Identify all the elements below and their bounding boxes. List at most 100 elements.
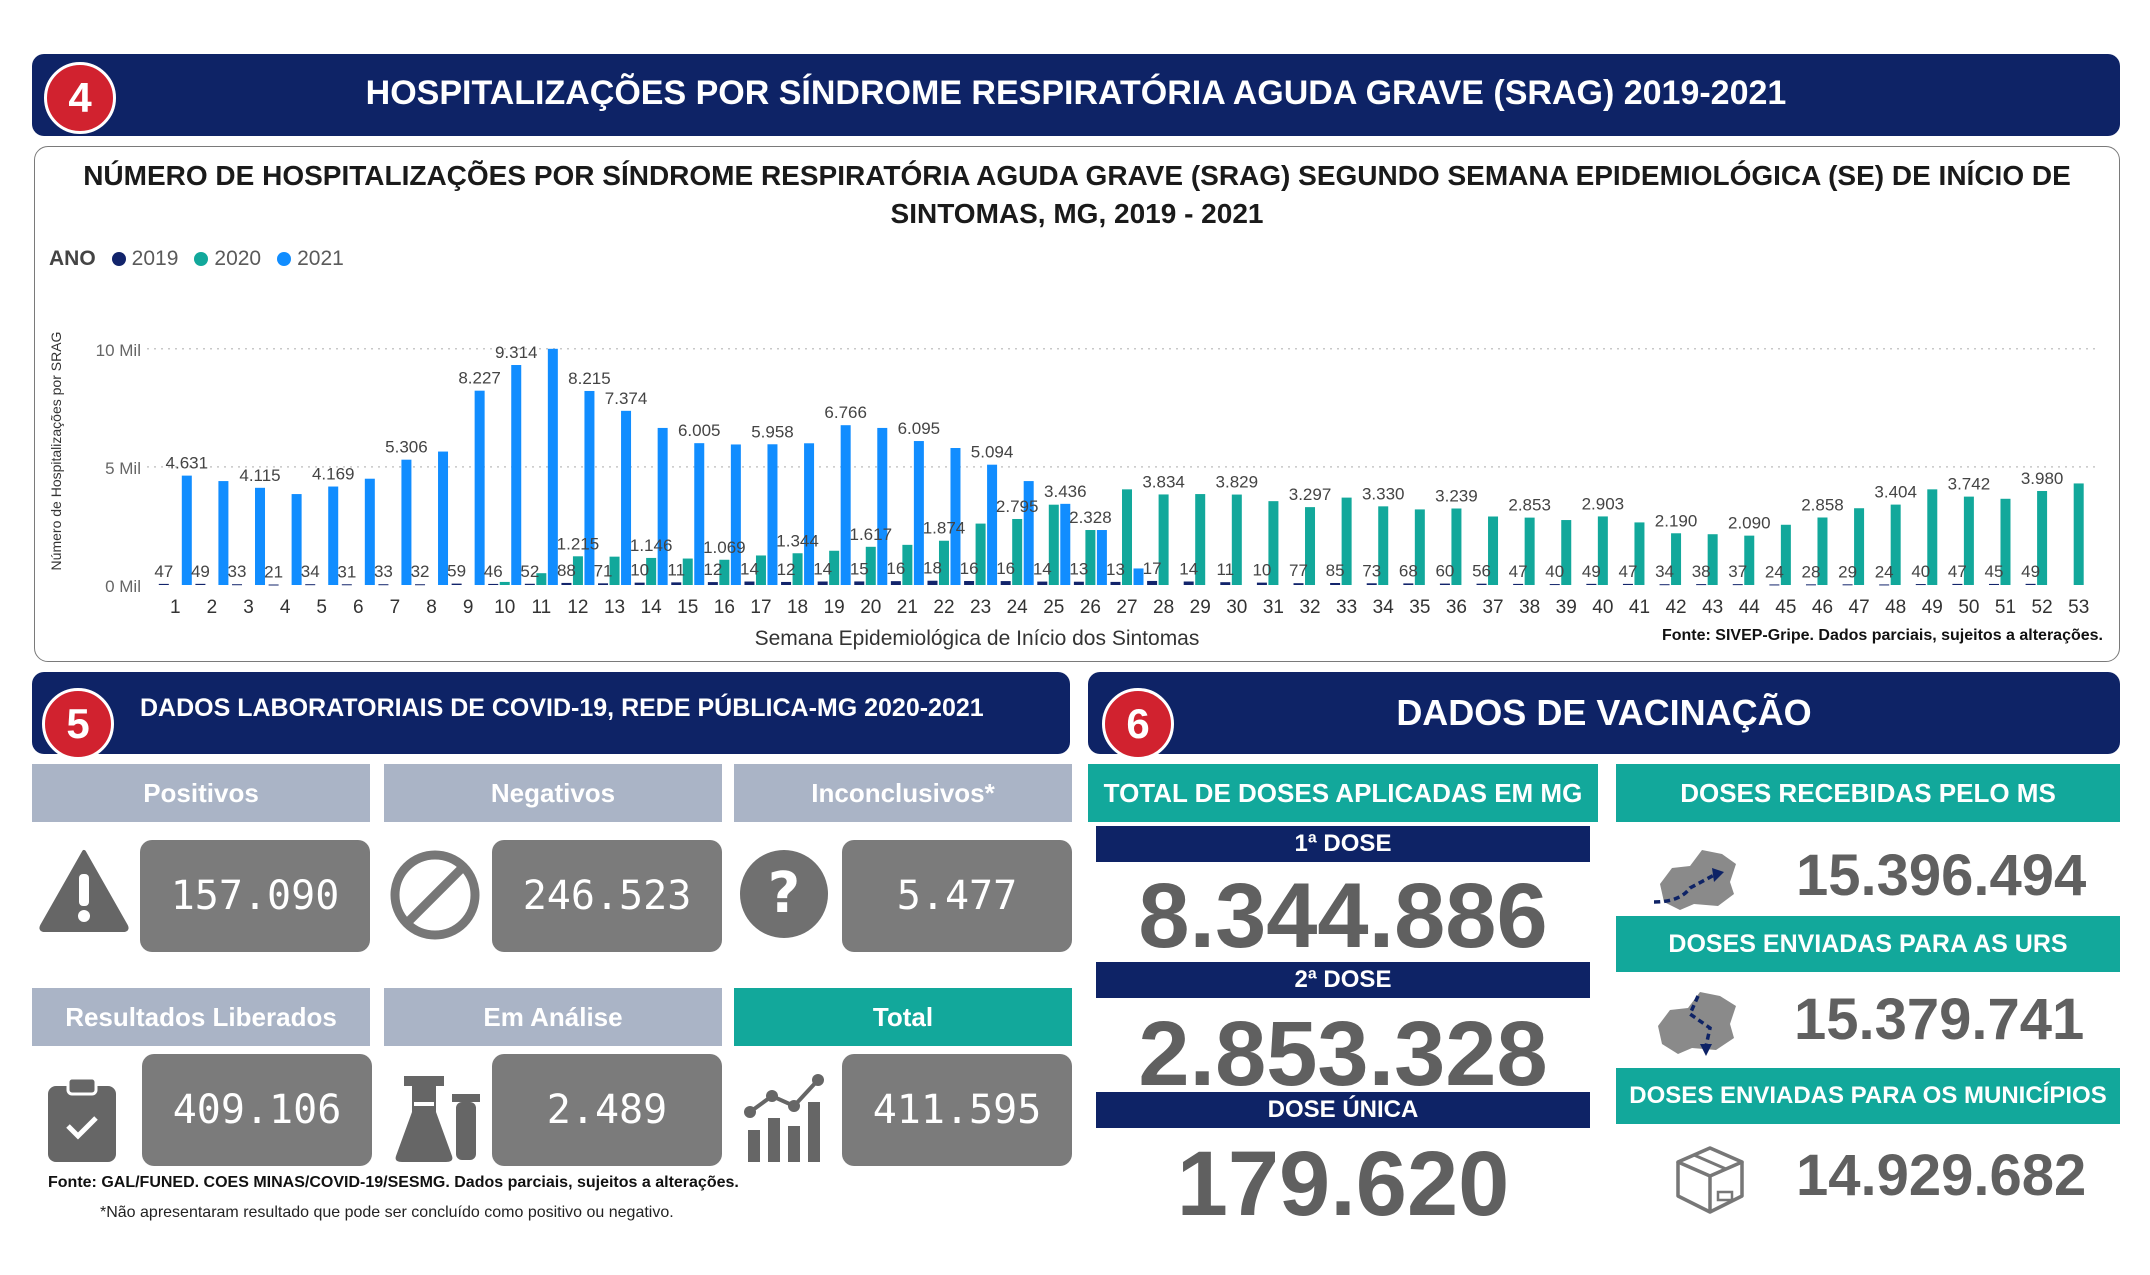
bar-2020-week-22: [938, 540, 949, 585]
bar-2019-week-33: [1330, 582, 1341, 585]
bar-2019-week-39: [1549, 584, 1560, 586]
bar-2020-week-16: [719, 559, 730, 585]
data-label-2020-week-22: 1.874: [923, 519, 966, 538]
data-label-2019-week-32: 77: [1289, 561, 1308, 580]
bar-2021-week-10: [511, 365, 522, 585]
x-tick-label: 39: [1556, 597, 1577, 618]
bar-2020-week-53: [2073, 483, 2084, 585]
analise-label: Em Análise: [384, 988, 722, 1046]
x-tick-label: 31: [1263, 597, 1284, 618]
data-label-2019-week-22: 18: [923, 559, 942, 578]
bar-2020-week-46: [1817, 517, 1828, 585]
bar-2020-week-26: [1085, 530, 1096, 585]
x-tick-label: 27: [1116, 597, 1137, 618]
bar-2019-week-6: [341, 584, 352, 586]
x-tick-label: 18: [787, 597, 808, 618]
data-label-2020-week-14: 1.146: [630, 536, 673, 555]
bar-2019-week-22: [927, 580, 938, 585]
data-label-2021-week-7: 5.306: [385, 438, 428, 457]
bar-2019-week-40: [1586, 583, 1597, 585]
data-label-2019-week-13: 71: [594, 561, 613, 580]
bar-2020-week-41: [1634, 522, 1645, 585]
section4-title: HOSPITALIZAÇÕES POR SÍNDROME RESPIRATÓRI…: [365, 74, 1787, 112]
data-label-2019-week-4: 21: [264, 563, 283, 582]
x-tick-label: 33: [1336, 597, 1357, 618]
bar-2019-week-23: [964, 581, 975, 585]
data-label-2019-week-41: 47: [1618, 562, 1637, 581]
bar-2019-week-4: [268, 584, 279, 586]
data-label-2021-week-9: 8.227: [458, 369, 501, 388]
lab-source: Fonte: GAL/FUNED. COES MINAS/COVID-19/SE…: [48, 1174, 739, 1191]
x-tick-label: 45: [1775, 597, 1796, 618]
x-tick-label: 19: [824, 597, 845, 618]
bar-2019-week-52: [2025, 583, 2036, 585]
data-label-2019-week-16: 12: [703, 560, 722, 579]
bar-2019-week-9: [451, 583, 462, 585]
bar-2019-week-25: [1037, 581, 1048, 585]
data-label-2020-week-24: 2.795: [996, 497, 1039, 516]
bar-2020-week-29: [1195, 494, 1206, 585]
bar-2019-week-16: [707, 582, 718, 585]
data-label-2019-week-35: 68: [1399, 561, 1418, 580]
data-label-2021-week-21: 6.095: [898, 419, 941, 438]
bar-chart-icon: [744, 1074, 824, 1162]
doses-urs-value: 15.379.741: [1794, 987, 2085, 1052]
data-label-2019-week-39: 40: [1545, 562, 1564, 581]
data-label-2019-week-44: 37: [1728, 562, 1747, 581]
section5-title: DADOS LABORATORIAIS DE COVID-19, REDE PÚ…: [140, 694, 984, 722]
data-label-2019-week-43: 38: [1692, 562, 1711, 581]
bar-2019-week-34: [1366, 583, 1377, 585]
data-label-2020-week-42: 2.190: [1655, 511, 1698, 530]
section5-number-badge: 5: [42, 688, 114, 760]
question-icon: ?: [740, 850, 828, 938]
bar-2019-week-10: [488, 583, 499, 585]
bar-2021-week-8: [438, 451, 449, 585]
bar-2021-week-7: [401, 459, 412, 585]
bar-2019-week-15: [671, 582, 682, 585]
section6-title: DADOS DE VACINAÇÃO: [1396, 692, 1812, 733]
section4-number-badge: 4: [44, 62, 116, 134]
data-label-2019-week-20: 15: [850, 559, 869, 578]
bar-2021-week-21: [913, 441, 924, 585]
x-tick-label: 9: [463, 597, 474, 618]
x-tick-label: 37: [1482, 597, 1503, 618]
data-label-2019-week-51: 45: [1985, 562, 2004, 581]
x-tick-label: 11: [531, 597, 551, 618]
bar-2021-week-16: [730, 444, 741, 585]
bar-2019-week-47: [1842, 584, 1853, 586]
data-label-2020-week-50: 3.742: [1948, 475, 1991, 494]
bar-2019-week-1: [158, 583, 169, 585]
x-tick-label: 44: [1739, 597, 1761, 618]
data-label-2021-week-17: 5.958: [751, 422, 794, 441]
clipboard-icon: [48, 1076, 116, 1162]
x-tick-label: 7: [390, 597, 401, 618]
data-label-2019-week-31: 10: [1252, 561, 1271, 580]
data-label-2020-week-16: 1.069: [703, 538, 746, 557]
data-label-2019-week-2: 49: [191, 562, 210, 581]
bar-2019-week-29: [1183, 581, 1194, 585]
bar-2021-week-22: [950, 448, 961, 585]
x-tick-label: 32: [1299, 597, 1320, 618]
data-label-2019-week-28: 17: [1143, 559, 1162, 578]
x-tick-label: 51: [1995, 597, 2016, 618]
data-label-2020-week-12: 1.215: [557, 534, 600, 553]
bar-2021-week-18: [804, 443, 815, 585]
data-label-2020-week-40: 2.903: [1582, 494, 1625, 513]
data-label-2019-week-23: 16: [960, 559, 979, 578]
bar-2019-week-28: [1147, 580, 1158, 585]
bar-2020-week-40: [1597, 516, 1608, 585]
x-tick-label: 1: [170, 597, 181, 618]
data-label-2019-week-46: 28: [1802, 562, 1821, 581]
chart-title-line2: SINTOMAS, MG, 2019 - 2021: [890, 198, 1264, 229]
x-tick-label: 34: [1373, 597, 1395, 618]
bar-2021-week-14: [657, 427, 668, 585]
bar-2020-week-44: [1744, 535, 1755, 585]
bar-2019-week-51: [1988, 583, 1999, 585]
data-label-2019-week-3: 33: [228, 562, 247, 581]
data-label-2019-week-27: 13: [1106, 560, 1125, 579]
legend-swatch-2021: [277, 252, 292, 266]
bar-2021-week-24: [1023, 481, 1034, 585]
bar-2020-week-18: [792, 553, 803, 585]
bar-2021-week-19: [840, 425, 851, 585]
bar-2020-week-47: [1854, 508, 1865, 585]
